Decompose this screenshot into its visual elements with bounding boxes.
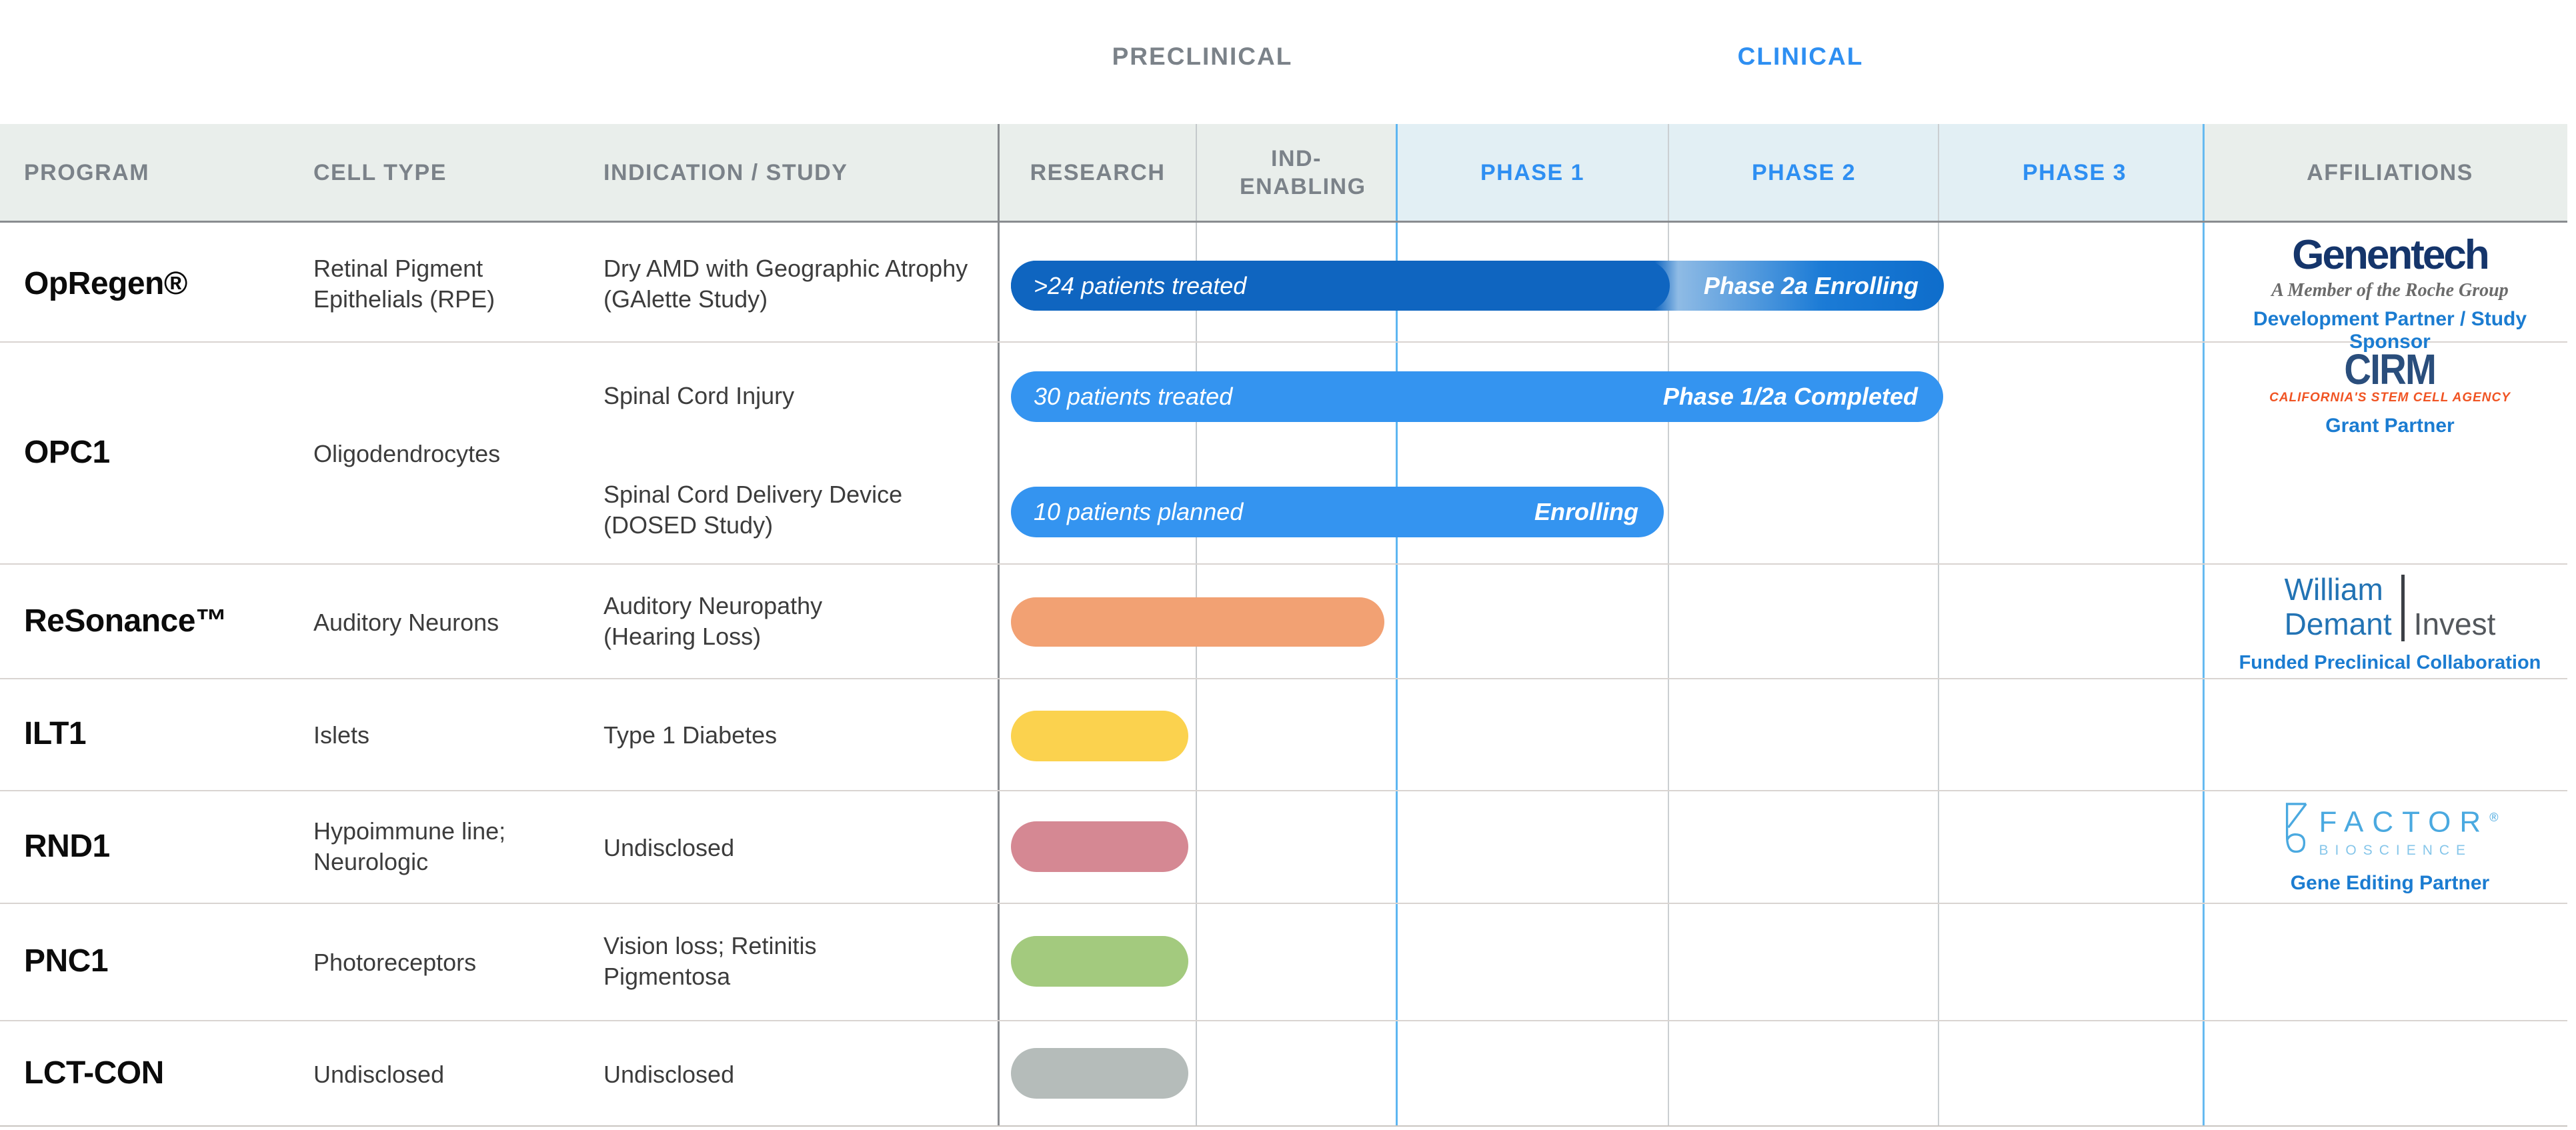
header-bg-clinical xyxy=(1397,124,2204,222)
cell-type: Hypoimmune line; Neurologic xyxy=(313,817,506,875)
cell-type: Retinal Pigment Epithelials (RPE) xyxy=(313,255,495,313)
cell-type: Islets xyxy=(313,721,370,749)
header-divider xyxy=(0,221,2567,223)
affiliation-role: Gene Editing Partner xyxy=(2290,872,2490,894)
column-header-program: PROGRAM xyxy=(24,160,150,185)
ilt1-progress-bar xyxy=(1011,711,1188,761)
header-bg-preclinical xyxy=(0,124,1397,222)
opc1-dosed-progress-bar: 10 patients planned Enrolling xyxy=(1011,487,1664,537)
cell-type: Photoreceptors xyxy=(313,949,477,976)
program-name: OpRegen® xyxy=(24,266,187,301)
bar-label-left: 10 patients planned xyxy=(1034,498,1244,525)
cell-type: Auditory Neurons xyxy=(313,609,499,636)
rnd1-progress-bar xyxy=(1011,821,1188,872)
affiliation-role: Development Partner / Study Sponsor xyxy=(2253,308,2527,353)
factor-registered-mark: ® xyxy=(2489,811,2499,825)
bar-label-right: Enrolling xyxy=(1534,498,1638,525)
indication: Undisclosed xyxy=(603,1061,735,1088)
affiliation-genentech: Genentech A Member of the Roche Group De… xyxy=(2213,235,2567,353)
bar-label-right: Phase 1/2a Completed xyxy=(1662,383,1918,410)
column-header-phase2: PHASE 2 xyxy=(1752,160,1856,185)
resonance-progress-bar xyxy=(1011,597,1384,647)
indication: Undisclosed xyxy=(603,834,735,861)
opregen-progress-bar-solid xyxy=(1011,261,1670,311)
genentech-logo: Genentech xyxy=(2292,232,2489,278)
program-name: OPC1 xyxy=(24,435,110,470)
indication: Spinal Cord Injury xyxy=(603,382,795,409)
row-divider xyxy=(0,1020,2567,1021)
factor-word-text: FACTOR xyxy=(2319,805,2490,839)
column-divider xyxy=(998,124,1000,1126)
affiliation-cirm: CIRM CALIFORNIA'S STEM CELL AGENCY Grant… xyxy=(2213,345,2567,437)
factor-logo: FACTOR® BIOSCIENCE xyxy=(2213,800,2567,861)
genentech-tagline: A Member of the Roche Group xyxy=(2271,280,2509,301)
william-demant-logo: William Demant Invest xyxy=(2213,572,2567,641)
program-name: ReSonance™ xyxy=(24,603,227,639)
column-header-ind-enabling: IND-ENABLING xyxy=(1240,146,1366,199)
column-header-phase3: PHASE 3 xyxy=(2023,160,2127,185)
indication: Auditory Neuropathy (Hearing Loss) xyxy=(603,592,823,650)
clinical-band-label: CLINICAL xyxy=(1737,43,1864,70)
bar-label-left: >24 patients treated xyxy=(1034,271,1247,299)
affiliation-role: Funded Preclinical Collaboration xyxy=(2239,652,2541,673)
wdi-line1: William xyxy=(2284,572,2383,607)
wdi-divider xyxy=(2401,575,2405,641)
cell-type: Undisclosed xyxy=(313,1061,445,1088)
opregen-progress-bar: >24 patients treated Phase 2a Enrolling xyxy=(1011,261,1944,311)
column-header-cell-type: CELL TYPE xyxy=(313,160,447,185)
row-divider xyxy=(0,678,2567,679)
column-header-phase1: PHASE 1 xyxy=(1480,160,1584,185)
indication: Spinal Cord Delivery Device (DOSED Study… xyxy=(603,481,903,539)
bar-label-left: 30 patients treated xyxy=(1034,383,1233,410)
row-divider xyxy=(0,341,2567,343)
table-bottom-border xyxy=(0,1125,2567,1127)
column-divider-clinical-start xyxy=(1396,124,1398,1126)
program-name: PNC1 xyxy=(24,943,109,979)
program-name: LCT-CON xyxy=(24,1055,164,1091)
row-divider xyxy=(0,903,2567,904)
column-header-research: RESEARCH xyxy=(1030,160,1166,185)
column-divider-affiliations-start xyxy=(2203,124,2205,1126)
indication: Vision loss; Retinitis Pigmentosa xyxy=(603,932,817,990)
wdi-line2: Demant xyxy=(2284,607,2392,641)
preclinical-band-label: PRECLINICAL xyxy=(1112,43,1293,70)
pnc1-progress-bar xyxy=(1011,936,1188,987)
column-divider xyxy=(1938,124,1939,1126)
indication: Type 1 Diabetes xyxy=(603,721,778,749)
lctcon-progress-bar xyxy=(1011,1048,1188,1099)
factor-droplet-icon xyxy=(2285,803,2307,853)
row-divider xyxy=(0,563,2567,565)
bar-label-right: Phase 2a Enrolling xyxy=(1703,271,1918,299)
opc1-sci-progress-bar: 30 patients treated Phase 1/2a Completed xyxy=(1011,371,1943,422)
column-divider xyxy=(1668,124,1669,1126)
affiliation-factor-bioscience: FACTOR® BIOSCIENCE Gene Editing Partner xyxy=(2213,800,2567,895)
header-bg-affiliations xyxy=(2204,124,2567,222)
column-header-affiliations: AFFILIATIONS xyxy=(2307,160,2473,185)
row-divider xyxy=(0,790,2567,791)
affiliation-role: Grant Partner xyxy=(2325,415,2455,437)
factor-wordmark: FACTOR® xyxy=(2319,803,2499,837)
column-header-indication: INDICATION / STUDY xyxy=(603,160,848,185)
program-name: ILT1 xyxy=(24,716,87,751)
indication: Dry AMD with Geographic Atrophy (GAlette… xyxy=(603,255,968,313)
affiliation-william-demant: William Demant Invest Funded Preclinical… xyxy=(2213,572,2567,674)
cell-type: Oligodendrocytes xyxy=(313,440,501,467)
wdi-invest: Invest xyxy=(2413,607,2496,641)
factor-subword: BIOSCIENCE xyxy=(2319,842,2473,858)
cirm-tagline: CALIFORNIA'S STEM CELL AGENCY xyxy=(2269,391,2511,405)
program-name: RND1 xyxy=(24,829,110,864)
cirm-logo: CIRM xyxy=(2344,345,2437,393)
